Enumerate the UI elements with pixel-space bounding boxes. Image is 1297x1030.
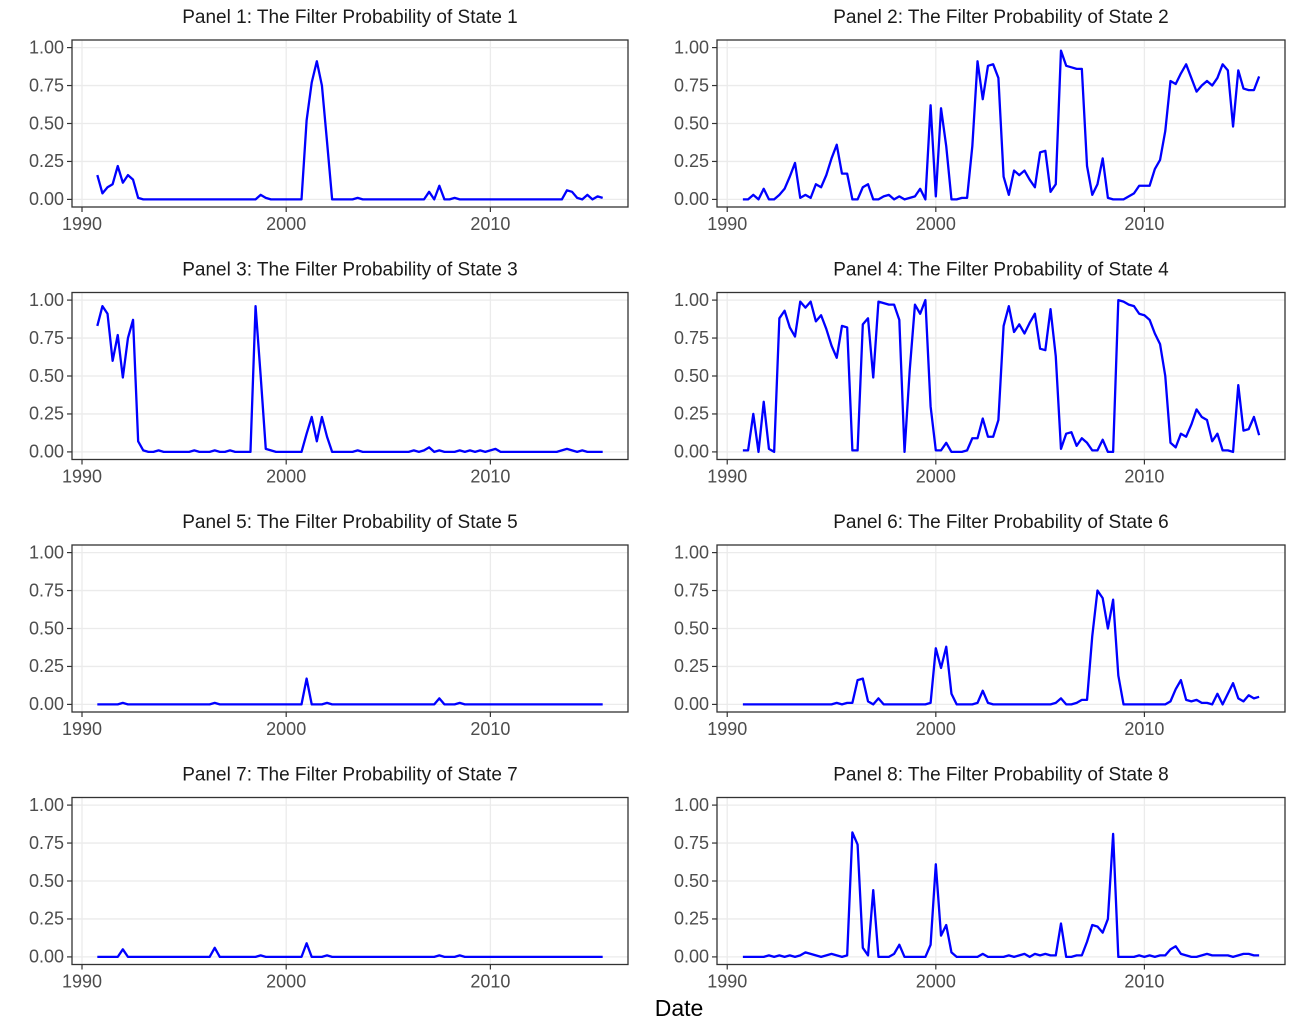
x-tick-label: 2000 bbox=[916, 971, 956, 991]
x-tick-label: 2010 bbox=[470, 214, 510, 234]
y-tick-label: 0.25 bbox=[674, 909, 709, 929]
panel: Panel 1: The Filter Probability of State… bbox=[29, 7, 629, 234]
y-tick-label: 1.00 bbox=[674, 542, 709, 562]
y-tick-label: 0.50 bbox=[29, 871, 64, 891]
y-tick-label: 1.00 bbox=[674, 795, 709, 815]
data-line bbox=[97, 942, 603, 959]
panel-border bbox=[716, 291, 1286, 461]
y-tick-label: 0.75 bbox=[29, 833, 64, 853]
x-tick-label: 1990 bbox=[62, 971, 102, 991]
panel: Panel 2: The Filter Probability of State… bbox=[674, 7, 1286, 234]
y-tick-label: 0.75 bbox=[674, 580, 709, 600]
y-tick-label: 0.75 bbox=[29, 580, 64, 600]
y-tick-label: 0.00 bbox=[674, 189, 709, 209]
panel: Panel 4: The Filter Probability of State… bbox=[674, 260, 1286, 486]
x-tick-label: 2010 bbox=[1124, 719, 1164, 739]
data-line bbox=[742, 49, 1261, 201]
x-tick-label: 2010 bbox=[470, 719, 510, 739]
data-line bbox=[742, 589, 1260, 706]
y-tick-label: 0.50 bbox=[29, 366, 64, 386]
panel-title: Panel 4: The Filter Probability of State… bbox=[833, 260, 1169, 281]
y-tick-label: 1.00 bbox=[674, 290, 709, 310]
x-tick-label: 2000 bbox=[916, 466, 956, 486]
y-tick-label: 0.50 bbox=[674, 366, 709, 386]
panel-title: Panel 7: The Filter Probability of State… bbox=[182, 765, 518, 786]
y-tick-label: 0.25 bbox=[29, 909, 64, 929]
y-tick-label: 0.00 bbox=[674, 442, 709, 462]
y-tick-label: 0.25 bbox=[674, 656, 709, 676]
panel: Panel 7: The Filter Probability of State… bbox=[29, 765, 629, 991]
panel-title: Panel 2: The Filter Probability of State… bbox=[833, 7, 1169, 28]
y-tick-label: 0.75 bbox=[674, 75, 709, 95]
panel-border bbox=[71, 796, 629, 966]
x-tick-label: 2010 bbox=[1124, 971, 1164, 991]
y-tick-label: 0.75 bbox=[674, 328, 709, 348]
y-tick-label: 0.75 bbox=[29, 75, 64, 95]
x-tick-label: 1990 bbox=[707, 719, 747, 739]
data-line bbox=[96, 60, 604, 201]
y-tick-label: 0.00 bbox=[674, 694, 709, 714]
x-tick-label: 1990 bbox=[707, 214, 747, 234]
x-tick-label: 2000 bbox=[916, 214, 956, 234]
data-line bbox=[96, 305, 603, 454]
panel-title: Panel 5: The Filter Probability of State… bbox=[182, 512, 518, 533]
y-tick-label: 0.25 bbox=[674, 151, 709, 171]
panel-title: Panel 6: The Filter Probability of State… bbox=[833, 512, 1169, 533]
panel: Panel 5: The Filter Probability of State… bbox=[29, 512, 629, 739]
x-tick-label: 1990 bbox=[62, 214, 102, 234]
panel-title: Panel 3: The Filter Probability of State… bbox=[182, 260, 518, 281]
y-tick-label: 0.50 bbox=[674, 618, 709, 638]
y-tick-label: 1.00 bbox=[29, 290, 64, 310]
y-tick-label: 1.00 bbox=[29, 542, 64, 562]
y-tick-label: 0.25 bbox=[29, 151, 64, 171]
x-tick-label: 2010 bbox=[1124, 466, 1164, 486]
y-tick-label: 0.50 bbox=[674, 113, 709, 133]
y-tick-label: 0.00 bbox=[29, 442, 64, 462]
x-tick-label: 2000 bbox=[266, 466, 306, 486]
y-tick-label: 0.00 bbox=[29, 947, 64, 967]
y-tick-label: 1.00 bbox=[674, 37, 709, 57]
y-tick-label: 0.25 bbox=[674, 404, 709, 424]
panel-border bbox=[71, 291, 629, 461]
data-line bbox=[97, 677, 603, 706]
x-tick-label: 1990 bbox=[62, 466, 102, 486]
x-tick-label: 1990 bbox=[62, 719, 102, 739]
y-tick-label: 0.50 bbox=[29, 618, 64, 638]
x-tick-label: 1990 bbox=[707, 971, 747, 991]
y-tick-label: 0.25 bbox=[29, 404, 64, 424]
data-line bbox=[742, 831, 1260, 959]
x-axis-label: Date bbox=[655, 995, 704, 1021]
panel: Panel 3: The Filter Probability of State… bbox=[29, 260, 629, 486]
panel-border bbox=[71, 39, 629, 208]
y-tick-label: 0.00 bbox=[29, 694, 64, 714]
panel-border bbox=[716, 796, 1286, 966]
x-tick-label: 2000 bbox=[266, 971, 306, 991]
data-line bbox=[742, 298, 1261, 454]
y-tick-label: 0.75 bbox=[674, 833, 709, 853]
x-tick-label: 2000 bbox=[916, 719, 956, 739]
y-tick-label: 1.00 bbox=[29, 795, 64, 815]
panel: Panel 6: The Filter Probability of State… bbox=[674, 512, 1286, 739]
x-tick-label: 2010 bbox=[470, 466, 510, 486]
x-tick-label: 2010 bbox=[1124, 214, 1164, 234]
panel-border bbox=[716, 39, 1286, 208]
panel-border bbox=[71, 544, 629, 713]
panel-title: Panel 8: The Filter Probability of State… bbox=[833, 765, 1169, 786]
y-tick-label: 0.75 bbox=[29, 328, 64, 348]
panel-title: Panel 1: The Filter Probability of State… bbox=[182, 7, 518, 28]
y-tick-label: 1.00 bbox=[29, 37, 64, 57]
x-tick-label: 2000 bbox=[266, 719, 306, 739]
y-tick-label: 0.50 bbox=[674, 871, 709, 891]
x-tick-label: 1990 bbox=[707, 466, 747, 486]
y-tick-label: 0.00 bbox=[29, 189, 64, 209]
y-tick-label: 0.25 bbox=[29, 656, 64, 676]
y-tick-label: 0.50 bbox=[29, 113, 64, 133]
x-tick-label: 2010 bbox=[470, 971, 510, 991]
panel: Panel 8: The Filter Probability of State… bbox=[674, 765, 1286, 991]
y-tick-label: 0.00 bbox=[674, 947, 709, 967]
x-tick-label: 2000 bbox=[266, 214, 306, 234]
panel-border bbox=[716, 544, 1286, 713]
